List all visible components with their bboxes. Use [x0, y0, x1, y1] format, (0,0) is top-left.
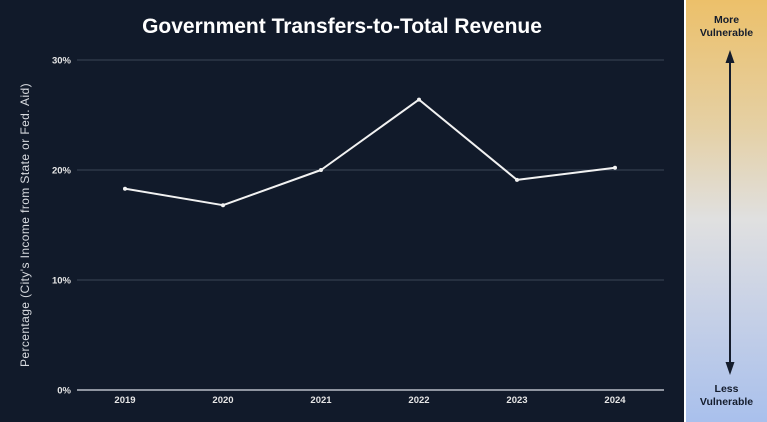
y-tick-label: 10% [52, 276, 72, 287]
panel-divider [684, 0, 686, 422]
plot: 0% 10% 20% 30% 2019 2020 2021 2022 2023 2024 Per… [18, 56, 664, 406]
x-tick-label: 2021 [310, 395, 332, 406]
y-axis-ticks: 0% 10% 20% 30% [52, 56, 72, 397]
more-vulnerable-line-1: More [713, 14, 740, 26]
data-point [123, 186, 127, 191]
x-tick-label: 2020 [212, 395, 233, 406]
more-vulnerable-line-2: Vulnerable [699, 27, 754, 39]
x-axis-ticks: 2019 2020 2021 2022 2023 2024 [114, 395, 626, 406]
chart-area: Government Transfers-to-Total Revenue 0%… [18, 15, 664, 406]
y-axis-label: Percentage (City's Income from State or … [18, 83, 32, 367]
y-tick-label: 0% [57, 386, 71, 397]
x-tick-label: 2019 [114, 395, 135, 406]
series-line [124, 98, 616, 207]
less-vulnerable-line-2: Vulnerable [699, 396, 754, 408]
y-tick-label: 30% [52, 56, 72, 67]
data-point [613, 165, 617, 170]
double-arrow-icon [725, 50, 735, 375]
data-point [515, 177, 519, 182]
less-vulnerable-label: Less Vulnerable [686, 383, 767, 409]
arrow-down-head-icon [725, 362, 735, 375]
gridlines [77, 59, 664, 391]
data-point [221, 203, 225, 208]
x-tick-label: 2023 [506, 395, 527, 406]
more-vulnerable-label: More Vulnerable [686, 14, 767, 40]
chart-title: Government Transfers-to-Total Revenue [142, 15, 542, 38]
arrow-up-head-icon [725, 50, 735, 63]
data-point [417, 97, 421, 102]
y-tick-label: 20% [52, 166, 72, 177]
x-tick-label: 2024 [604, 395, 626, 406]
x-tick-label: 2022 [408, 395, 429, 406]
vulnerability-scale-panel: More Vulnerable Less Vulnerable [686, 0, 767, 422]
series-line-layer [123, 97, 617, 208]
less-vulnerable-line-1: Less [714, 383, 739, 395]
data-point [319, 168, 323, 172]
